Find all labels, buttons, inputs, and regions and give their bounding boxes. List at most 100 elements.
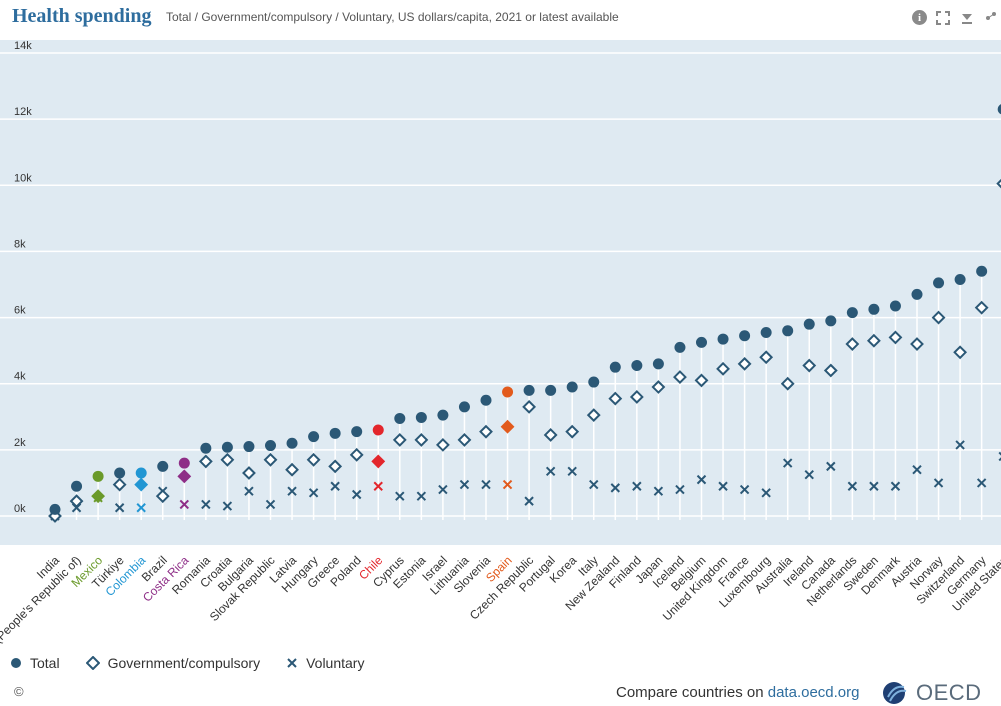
government-point <box>414 433 429 447</box>
government-point <box>263 452 278 467</box>
y-tick-label: 2k <box>14 437 26 449</box>
voluntary-point <box>416 491 427 501</box>
total-point <box>523 384 535 396</box>
legend-label-government: Government/compulsory <box>107 655 261 671</box>
voluntary-point <box>481 479 491 490</box>
header: Health spending Total / Government/compu… <box>0 0 1001 38</box>
total-point <box>652 358 664 370</box>
government-point <box>392 433 407 447</box>
y-tick-label: 14k <box>14 40 32 52</box>
voluntary-point <box>222 501 233 511</box>
total-point <box>458 401 470 413</box>
government-point <box>694 373 709 388</box>
government-point <box>866 333 881 348</box>
voluntary-point <box>395 491 405 501</box>
legend-item-government[interactable]: Government/compulsory <box>85 655 261 671</box>
total-point <box>502 386 514 398</box>
voluntary-point <box>955 440 965 450</box>
government-point <box>651 380 666 394</box>
voluntary-point <box>890 481 901 491</box>
expand-icon[interactable] <box>935 10 951 26</box>
oecd-logo[interactable]: OECD <box>882 680 982 706</box>
total-point <box>178 457 190 469</box>
voluntary-point <box>675 484 685 495</box>
total-point <box>157 460 169 472</box>
voluntary-point <box>976 478 987 488</box>
total-point <box>200 442 212 454</box>
plot-area <box>0 40 1001 545</box>
total-point <box>760 326 772 338</box>
total-point <box>889 300 901 312</box>
oecd-data-link[interactable]: data.oecd.org <box>767 684 860 701</box>
share-icon[interactable] <box>983 10 999 26</box>
total-point <box>243 441 255 453</box>
health-spending-chart: 0k2k4k6k8k10k12k14kIndiaChina (People's … <box>0 40 1001 650</box>
voluntary-point <box>696 474 707 485</box>
total-point <box>997 104 1001 115</box>
voluntary-point <box>589 479 599 490</box>
voluntary-point <box>632 481 642 491</box>
toolbar: i <box>912 10 999 26</box>
total-point <box>286 437 298 449</box>
voluntary-point <box>308 488 319 498</box>
total-point <box>372 424 384 436</box>
legend-item-voluntary[interactable]: Voluntary <box>286 655 364 671</box>
chart-title: Health spending <box>12 5 152 27</box>
government-point <box>629 390 644 404</box>
total-circle-icon <box>11 658 21 668</box>
download-icon[interactable] <box>959 10 975 26</box>
total-point <box>588 376 600 388</box>
voluntary-point <box>610 483 621 493</box>
total-point <box>976 265 988 277</box>
voluntary-point <box>179 499 190 510</box>
government-point <box>242 466 256 480</box>
government-point <box>91 489 106 504</box>
info-icon[interactable]: i <box>912 10 927 25</box>
total-point <box>480 394 492 406</box>
government-point <box>220 452 235 467</box>
total-point <box>717 333 729 345</box>
total-point <box>739 330 751 342</box>
voluntary-point <box>653 486 664 496</box>
government-point <box>306 452 321 467</box>
government-point <box>479 424 493 439</box>
total-point <box>631 360 643 372</box>
government-point <box>500 419 515 434</box>
legend-label-voluntary: Voluntary <box>306 655 365 671</box>
government-point <box>522 399 537 414</box>
voluntary-point <box>524 496 534 506</box>
government-point <box>608 391 623 406</box>
total-point <box>825 315 837 327</box>
government-point <box>565 424 580 439</box>
total-point <box>135 467 147 479</box>
legend-item-total[interactable]: Total <box>10 655 60 671</box>
total-point <box>308 431 320 443</box>
government-point <box>845 337 860 351</box>
legend-label-total: Total <box>30 655 60 671</box>
total-point <box>545 384 557 396</box>
government-point <box>328 459 343 474</box>
total-point <box>911 288 923 300</box>
government-point <box>737 356 752 371</box>
voluntary-point <box>718 481 728 491</box>
total-point <box>437 409 449 421</box>
voluntary-point <box>869 481 879 491</box>
oecd-logo-text: OECD <box>916 680 982 705</box>
voluntary-point <box>804 469 814 480</box>
voluntary-point <box>136 503 146 513</box>
compare-text: Compare countries on <box>616 684 768 701</box>
copyright: © <box>14 684 24 699</box>
government-point <box>888 330 903 345</box>
total-point <box>954 274 966 286</box>
government-point <box>910 337 924 351</box>
total-point <box>696 336 707 348</box>
government-point <box>673 370 687 385</box>
voluntary-point <box>739 484 750 495</box>
government-point <box>586 408 601 423</box>
total-point <box>92 470 104 482</box>
total-point <box>782 325 794 337</box>
total-point <box>415 411 427 423</box>
total-point <box>566 381 578 393</box>
total-point <box>846 307 858 319</box>
compare-countries: Compare countries on data.oecd.org <box>616 684 860 701</box>
